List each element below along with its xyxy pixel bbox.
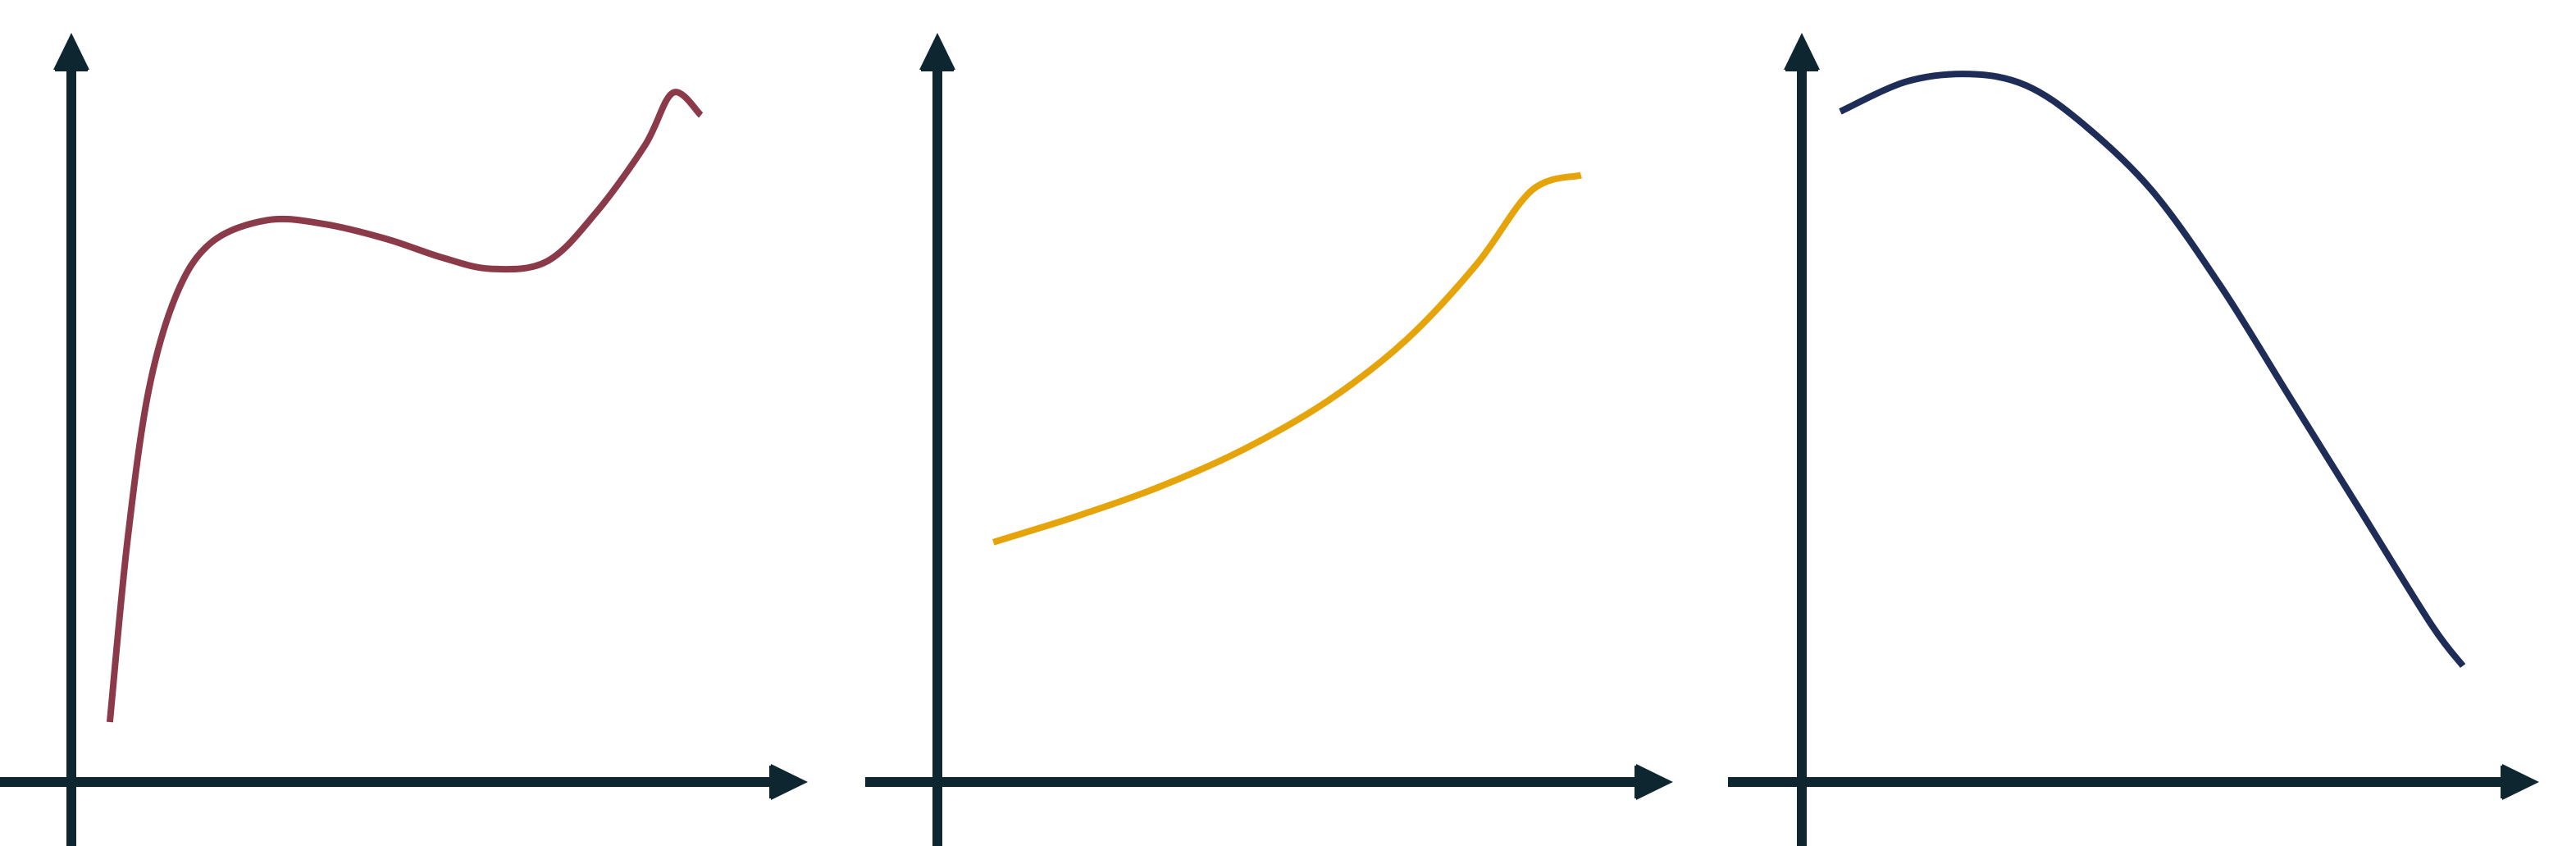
chart-3-x-axis-arrow-icon bbox=[2502, 764, 2539, 800]
chart-2-series-1-line bbox=[992, 171, 1582, 546]
chart-1-series-1-line bbox=[106, 89, 704, 723]
chart-2-y-axis-arrow-icon bbox=[919, 33, 955, 70]
chart-1-y-axis-arrow-icon bbox=[53, 33, 89, 70]
chart-3-y-axis-arrow-icon bbox=[1784, 33, 1820, 70]
chart-1-x-axis-arrow-icon bbox=[771, 764, 808, 800]
chart-2-x-axis-arrow-icon bbox=[1636, 764, 1673, 800]
chart-3-series-1-line bbox=[1839, 71, 2466, 668]
